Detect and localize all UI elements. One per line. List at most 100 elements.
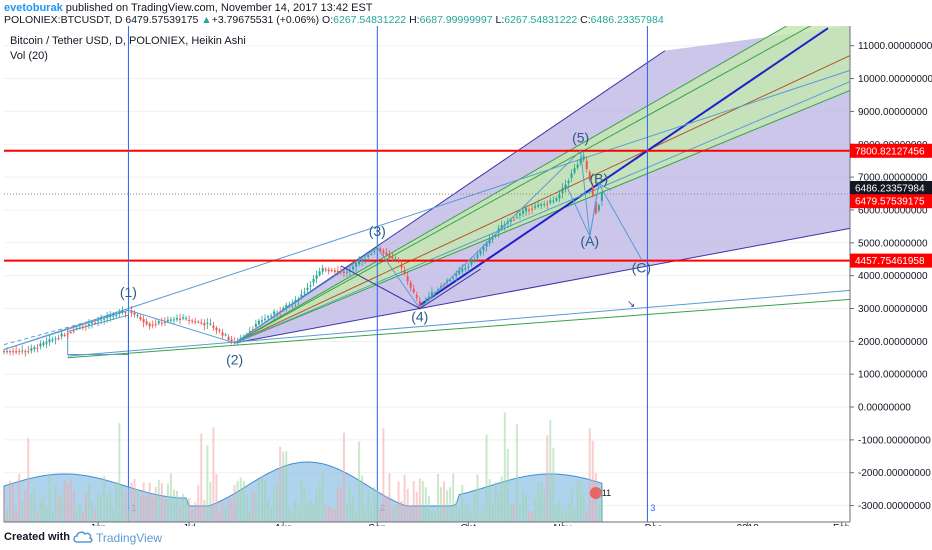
candle-body: [191, 320, 194, 322]
volume-bar: [515, 424, 518, 522]
candle-body: [500, 224, 503, 229]
candle-body: [597, 205, 600, 211]
price-tick-label: 6000.00000000: [858, 205, 928, 216]
candle-body: [600, 192, 603, 201]
axes: 11000.00000000 10000.00000000 9000.0000000…: [4, 26, 932, 526]
lower-trend-line-green: [67, 298, 851, 359]
volume-bar: [309, 499, 312, 522]
candle-body: [321, 267, 324, 272]
candle-body: [270, 315, 273, 317]
candle-body: [91, 322, 94, 324]
volume-bar: [388, 473, 391, 522]
candle-body: [151, 324, 154, 326]
candle-body: [518, 213, 521, 216]
volume-bar: [591, 440, 594, 522]
candle-body: [427, 296, 430, 299]
volume-bar: [294, 499, 297, 522]
time-tick-label: 2018: [736, 523, 759, 526]
candle-body: [145, 321, 148, 325]
candle-body: [39, 343, 42, 347]
candle-body: [15, 351, 18, 353]
volume-bar: [121, 485, 124, 522]
candle-body: [81, 326, 84, 328]
candle-body: [491, 238, 494, 240]
candle-body: [449, 279, 452, 281]
volume-bar: [321, 472, 324, 522]
volume-bar: [312, 503, 315, 522]
candle-body: [588, 172, 591, 180]
candle-body: [409, 282, 412, 288]
time-tick-label: Jul: [183, 523, 196, 526]
candle-body: [63, 334, 66, 336]
candle-body: [306, 287, 309, 290]
volume-bar: [279, 446, 282, 522]
candle-body: [24, 351, 27, 353]
candle-body: [103, 318, 106, 320]
volume-bar: [18, 473, 21, 522]
candle-body: [273, 311, 276, 315]
candle-body: [185, 318, 188, 320]
candle-body: [279, 311, 282, 313]
volume-bar: [421, 480, 424, 522]
volume-bar: [188, 498, 191, 522]
wave-label: (1): [120, 284, 137, 300]
candle-body: [594, 201, 597, 214]
candle-body: [51, 339, 54, 341]
volume-bar: [455, 501, 458, 522]
volume-bar: [355, 511, 358, 522]
price-tag: 6479.57539175: [855, 197, 925, 208]
candle-body: [115, 314, 118, 316]
volume-bar: [109, 490, 112, 522]
trend-lines: [3, 27, 851, 359]
volume-bar: [400, 500, 403, 522]
volume-bar: [458, 507, 461, 522]
candle-body: [476, 254, 479, 258]
candle-body: [573, 168, 576, 173]
candle-body: [400, 264, 403, 268]
volume-bar: [485, 434, 488, 522]
author-link[interactable]: evetoburak: [4, 2, 63, 14]
volume-bar: [506, 449, 509, 522]
volume-bar: [543, 490, 546, 522]
candle-body: [388, 254, 391, 258]
volume-bar: [39, 499, 42, 522]
volume-bar: [267, 498, 270, 522]
volume-bar: [300, 481, 303, 522]
price-chart[interactable]: 123 11 (1) (2) (3) (4) (5) (A) (B) (C) ↘ 11000.0…: [0, 26, 932, 526]
level-tag: 4457.75461958: [855, 256, 925, 267]
volume-bar: [254, 494, 257, 522]
volume-bar: [600, 490, 603, 522]
candle-body: [430, 292, 433, 296]
candle-body: [264, 318, 267, 320]
candle-body: [309, 285, 312, 287]
volume-bar: [72, 490, 75, 522]
volume-bar: [118, 423, 121, 522]
volume-bar: [136, 489, 139, 522]
candle-body: [36, 347, 39, 349]
volume-bar: [433, 511, 436, 522]
candle-body: [394, 258, 397, 260]
candle-body: [124, 311, 127, 313]
volume-bar: [69, 478, 72, 522]
volume-bar: [218, 511, 221, 522]
brand-link[interactable]: TradingView: [96, 531, 163, 545]
wave-label: (C): [632, 259, 651, 275]
volume-bar: [570, 486, 573, 522]
volume-bar: [315, 489, 318, 522]
volume-bar: [409, 505, 412, 522]
volume-bar: [206, 445, 209, 522]
candle-body: [206, 322, 209, 324]
candle-body: [515, 216, 518, 218]
volume-bar: [479, 510, 482, 522]
fan-line: [234, 26, 812, 344]
open-value: 6267.54831222: [333, 14, 407, 26]
volume-bar: [382, 428, 385, 522]
volume-bar: [172, 489, 175, 522]
volume-bar: [494, 481, 497, 522]
volume-bar: [133, 478, 136, 522]
candle-body: [327, 269, 330, 272]
volume-bar: [473, 492, 476, 522]
volume-bar: [364, 507, 367, 522]
candle-body: [94, 322, 97, 324]
low-value: 6267.54831222: [504, 14, 578, 26]
